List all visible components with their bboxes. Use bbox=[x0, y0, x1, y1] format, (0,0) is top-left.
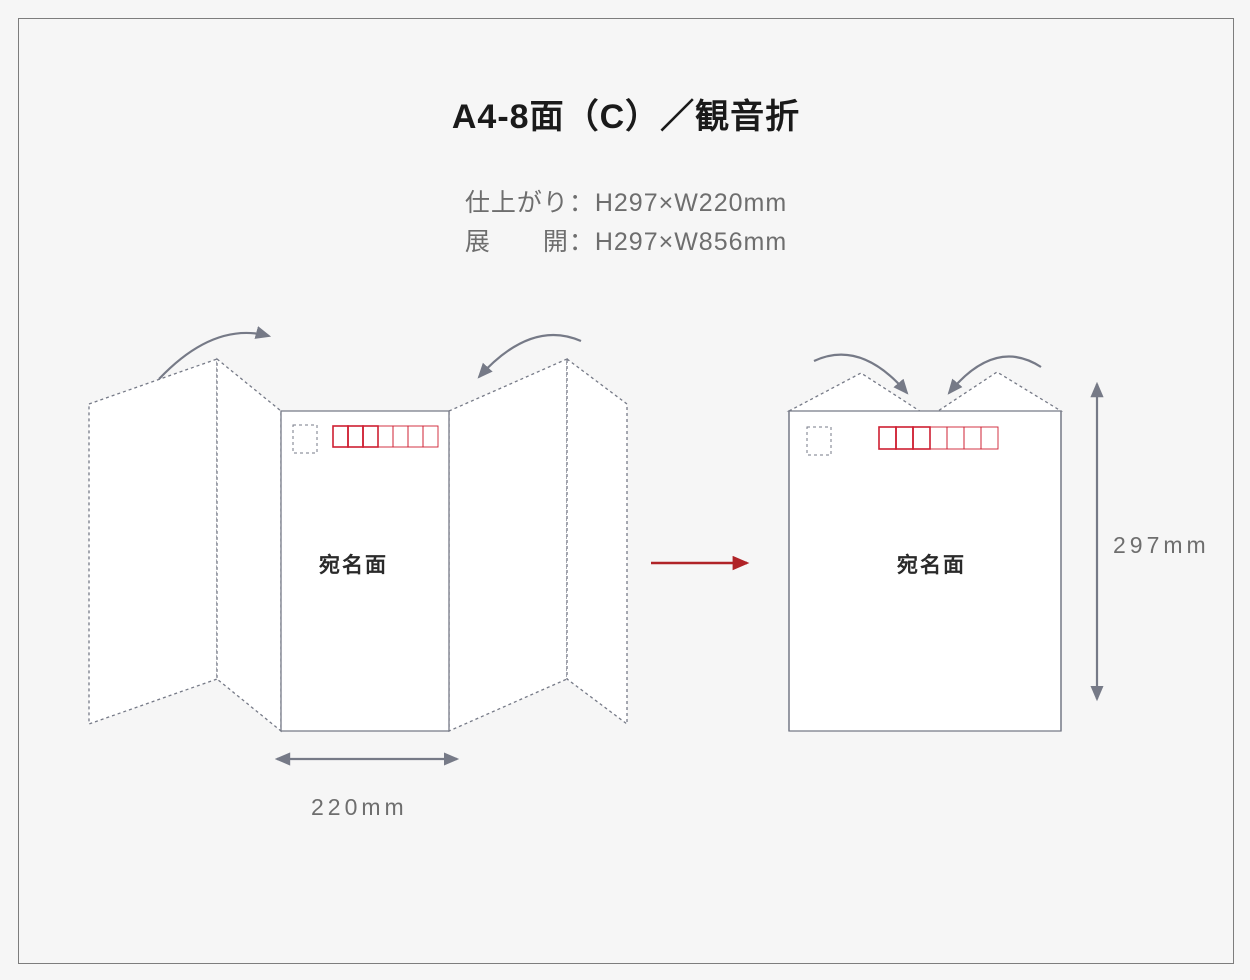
diagram-svg bbox=[19, 19, 1233, 963]
address-side-label-right: 宛名面 bbox=[897, 549, 966, 579]
diagram-frame: A4-8面（C）／観音折 仕上がり：H297×W220mm 展 開：H297×W… bbox=[18, 18, 1234, 964]
height-dimension-label: 297mm bbox=[1113, 532, 1210, 559]
address-side-label-left: 宛名面 bbox=[319, 549, 388, 579]
width-dimension-label: 220mm bbox=[311, 794, 408, 821]
